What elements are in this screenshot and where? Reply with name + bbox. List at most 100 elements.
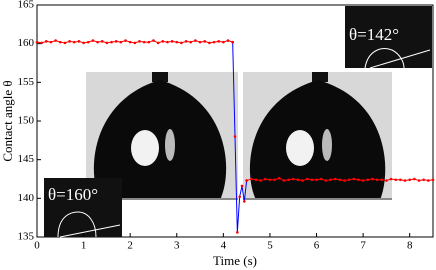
photo-right bbox=[243, 72, 392, 200]
marker bbox=[315, 178, 318, 182]
marker bbox=[352, 177, 356, 181]
marker bbox=[403, 179, 407, 182]
marker bbox=[282, 179, 286, 182]
y-axis-label: Contact angle θ bbox=[0, 80, 15, 161]
marker bbox=[254, 178, 258, 182]
marker bbox=[361, 179, 365, 182]
y-tick-label: 155 bbox=[18, 76, 35, 88]
marker bbox=[380, 178, 384, 182]
marker bbox=[138, 40, 141, 43]
y-tick-label: 140 bbox=[18, 192, 35, 204]
marker bbox=[189, 40, 193, 44]
marker bbox=[277, 176, 281, 180]
marker bbox=[166, 40, 169, 44]
marker bbox=[250, 177, 253, 181]
marker bbox=[310, 178, 314, 182]
x-tick-label: 4 bbox=[221, 240, 227, 252]
marker bbox=[152, 39, 155, 42]
marker bbox=[233, 135, 237, 138]
marker bbox=[198, 40, 202, 44]
marker bbox=[305, 177, 309, 181]
marker bbox=[399, 178, 402, 182]
x-tick-label: 2 bbox=[127, 240, 133, 252]
marker bbox=[245, 179, 248, 182]
marker bbox=[180, 41, 183, 45]
marker bbox=[203, 40, 207, 43]
marker bbox=[170, 40, 174, 43]
y-tick-label: 145 bbox=[18, 153, 35, 165]
x-tick-label: 0 bbox=[34, 240, 40, 252]
marker bbox=[222, 40, 225, 44]
marker bbox=[357, 178, 360, 182]
marker bbox=[375, 178, 379, 182]
marker bbox=[110, 40, 113, 44]
inset-142 bbox=[345, 6, 432, 69]
marker bbox=[212, 40, 216, 44]
marker bbox=[119, 40, 123, 44]
marker bbox=[100, 40, 104, 43]
marker bbox=[287, 178, 290, 182]
marker bbox=[114, 40, 118, 43]
marker bbox=[96, 40, 99, 44]
marker bbox=[319, 177, 323, 181]
marker bbox=[184, 40, 188, 43]
marker bbox=[63, 41, 67, 45]
marker bbox=[156, 41, 160, 45]
marker bbox=[58, 40, 62, 44]
marker bbox=[243, 200, 246, 203]
marker bbox=[431, 178, 435, 182]
marker bbox=[105, 41, 109, 45]
marker bbox=[124, 39, 127, 42]
marker bbox=[35, 40, 39, 44]
marker bbox=[296, 178, 300, 182]
marker bbox=[72, 40, 76, 44]
annotation: θ=142° bbox=[349, 25, 399, 44]
y-tick-label: 165 bbox=[18, 0, 35, 11]
marker bbox=[329, 178, 332, 182]
marker bbox=[417, 179, 421, 182]
marker bbox=[161, 40, 165, 43]
y-tick-label: 135 bbox=[18, 231, 35, 243]
marker bbox=[394, 178, 398, 182]
marker bbox=[54, 39, 57, 42]
marker bbox=[427, 179, 430, 182]
marker bbox=[301, 179, 304, 182]
y-tick-label: 150 bbox=[18, 115, 35, 127]
marker bbox=[133, 41, 137, 45]
marker bbox=[408, 178, 412, 182]
marker bbox=[175, 40, 179, 44]
marker bbox=[385, 179, 388, 182]
marker bbox=[366, 178, 370, 182]
x-tick-label: 3 bbox=[174, 240, 180, 252]
x-tick-label: 6 bbox=[314, 240, 320, 252]
y-tick-label: 160 bbox=[18, 37, 35, 49]
marker bbox=[194, 39, 197, 42]
marker bbox=[231, 40, 234, 44]
marker bbox=[240, 184, 244, 188]
marker bbox=[338, 178, 342, 182]
marker bbox=[82, 41, 85, 45]
marker bbox=[343, 179, 346, 182]
marker bbox=[347, 178, 351, 182]
marker bbox=[238, 195, 241, 199]
marker bbox=[291, 177, 295, 181]
x-tick-label: 8 bbox=[407, 240, 413, 252]
marker bbox=[147, 40, 151, 44]
x-tick-label: 5 bbox=[267, 240, 273, 252]
marker bbox=[263, 177, 267, 181]
marker bbox=[77, 40, 81, 43]
annotation: θ=160° bbox=[48, 185, 98, 204]
marker bbox=[422, 178, 425, 182]
marker bbox=[226, 39, 230, 42]
marker bbox=[128, 40, 132, 44]
marker bbox=[371, 177, 374, 181]
marker bbox=[333, 177, 337, 181]
marker bbox=[259, 179, 262, 182]
marker bbox=[389, 177, 393, 181]
marker bbox=[413, 177, 416, 181]
x-tick-label: 1 bbox=[81, 240, 87, 252]
x-axis-label: Time (s) bbox=[213, 253, 257, 268]
marker bbox=[273, 178, 276, 182]
marker bbox=[324, 179, 328, 182]
marker bbox=[40, 41, 43, 45]
